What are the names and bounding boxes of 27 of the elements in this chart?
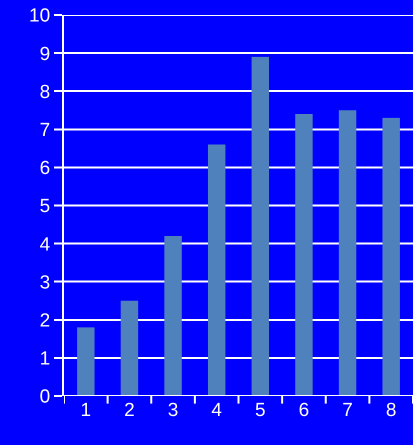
x-tick-label: 1 [80,400,92,421]
x-tick-label: 6 [298,400,310,421]
y-tick-label: 6 [40,158,50,180]
y-tick-label: 5 [40,196,50,218]
y-tick-label: 1 [40,348,50,370]
y-tick-label: 2 [40,310,50,332]
x-tick-label: 2 [124,400,135,421]
bar [77,327,95,396]
x-tick-label: 7 [342,400,353,421]
y-tick-label: 3 [40,272,50,294]
y-tick-label: 10 [29,6,50,27]
x-tick-label: 4 [211,400,222,421]
y-tick-label: 7 [40,120,50,141]
y-tick-label: 0 [40,386,50,408]
x-tick-label: 5 [255,400,266,421]
bar [120,300,138,396]
y-tick-label: 9 [40,44,50,65]
bar [164,236,182,396]
x-tick-label: 8 [386,400,396,421]
bar [382,118,400,396]
x-tick-label: 3 [168,400,178,421]
bar [338,110,356,396]
bar [295,114,313,396]
bar [208,144,226,396]
bar [252,56,270,396]
y-tick-label: 4 [40,234,51,256]
y-tick-label: 8 [40,82,50,103]
